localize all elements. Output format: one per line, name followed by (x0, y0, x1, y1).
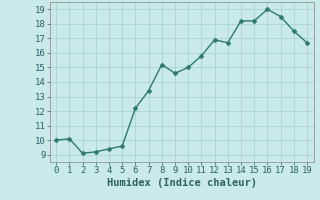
X-axis label: Humidex (Indice chaleur): Humidex (Indice chaleur) (107, 178, 257, 188)
